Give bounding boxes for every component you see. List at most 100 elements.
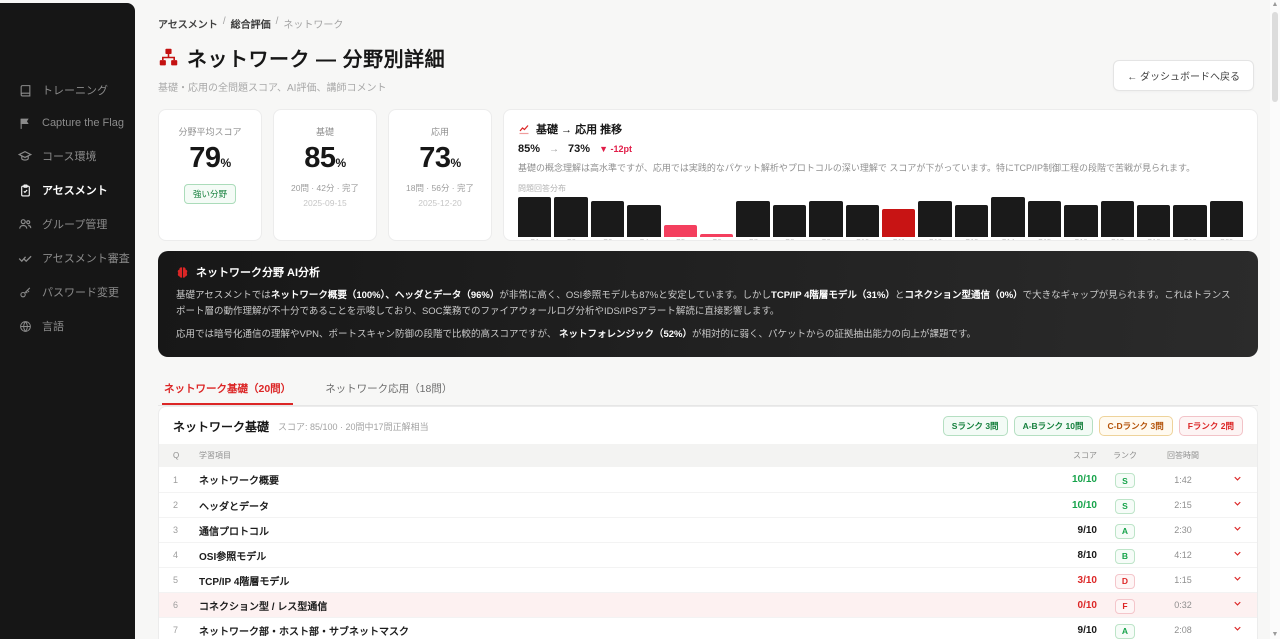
breadcrumb-item[interactable]: アセスメント [158,20,218,31]
chart-x-label: Q5 [664,239,697,240]
learning-item-name: OSI参照モデル [199,551,267,563]
answer-time: 1:15 [1174,575,1192,586]
table-row[interactable]: 7 ネットワーク部・ホスト部・サブネットマスク 9/10 A 2:08 [159,617,1257,639]
sidebar-item-flag[interactable]: Capture the Flag [0,107,135,139]
breadcrumb: アセスメント / 総合評価 / ネットワーク [158,16,1258,31]
chart-x-label: Q18 [1137,239,1170,240]
table-row[interactable]: 4 OSI参照モデル 8/10 B 4:12 [159,542,1257,567]
chevron-down-icon[interactable] [1213,546,1243,564]
sidebar-item-book[interactable]: トレーニング [0,73,135,107]
tab-network-advanced[interactable]: ネットワーク応用（18問） [325,383,453,396]
network-icon [158,47,179,68]
rank-count-badge: A-Bランク 10問 [1013,416,1093,437]
answer-time: 1:42 [1174,474,1192,485]
sidebar-item-globe[interactable]: 言語 [0,309,135,343]
chart-bar-Q14 [991,197,1025,237]
table-row[interactable]: 2 ヘッダとデータ 10/10 S 2:15 [159,492,1257,517]
breadcrumb-item-current: ネットワーク [283,20,344,31]
basic-score-value: 85% [304,142,346,174]
column-time: 回答時間 [1167,451,1199,461]
sidebar-item-label: Capture the Flag [42,117,124,129]
answer-time: 2:08 [1174,625,1192,636]
chevron-down-icon[interactable] [1213,596,1243,614]
users-icon [18,217,32,231]
learning-item-name: ネットワーク部・ホスト部・サブネットマスク [199,626,409,638]
chevron-down-icon[interactable] [1213,521,1243,539]
scroll-down-icon[interactable]: ▼ [1271,631,1279,638]
rank-badge: F [1115,598,1135,614]
chart-x-label: Q13 [955,239,988,240]
breadcrumb-separator: / [275,16,279,27]
question-number: 1 [173,474,179,485]
chart-bar-Q4 [627,205,661,237]
rank-summary-badges: Sランク 3問 A-Bランク 10問 C-Dランク 3問 Fランク 2問 [942,416,1243,437]
score-value: 10/10 [1071,499,1097,511]
chart-x-label: Q20 [1210,239,1243,240]
page-subtitle: 基礎・応用の全問題スコア、AI評価、講師コメント [158,83,387,94]
chevron-down-icon[interactable] [1213,496,1243,514]
table-row[interactable]: 1 ネットワーク概要 10/10 S 1:42 [159,467,1257,492]
trend-from: 85% [518,143,541,155]
sidebar-item-label: パスワード変更 [42,287,119,299]
question-number: 7 [173,625,179,636]
basic-score-label: 基礎 [315,127,334,137]
advanced-score-card: 応用 73% 18問 · 56分 · 完了 2025-12-20 [388,109,492,241]
rank-badge: S [1115,498,1135,514]
rank-badge: D [1115,573,1135,589]
chart-x-label: Q16 [1064,239,1097,240]
tab-network-basic[interactable]: ネットワーク基礎（20問） [162,373,294,406]
table-row[interactable]: 5 TCP/IP 4階層モデル 3/10 D 1:15 [159,567,1257,592]
ai-analysis-text: 基礎アセスメントではネットワーク概要（100%）、ヘッダとデータ（96%）が非常… [176,288,1240,343]
question-number: 2 [173,500,179,511]
chart-x-label: Q15 [1028,239,1061,240]
answer-time: 2:30 [1174,525,1192,536]
table-row[interactable]: 3 通信プロトコル 9/10 A 2:30 [159,517,1257,542]
chart-x-label: Q17 [1101,239,1134,240]
sidebar-item-key[interactable]: パスワード変更 [0,275,135,309]
score-value: 9/10 [1077,524,1097,536]
scrollbar[interactable]: ▲ ▼ [1270,0,1280,639]
chevron-down-icon[interactable] [1213,621,1243,639]
sidebar-item-label: 言語 [42,321,64,333]
chart-x-label: Q2 [554,239,587,240]
table-row[interactable]: 6 コネクション型 / レス型通信 0/10 F 0:32 [159,592,1257,618]
line-chart-icon [518,123,530,135]
chart-x-label: Q3 [591,239,624,240]
basic-score-card: 基礎 85% 20問 · 42分 · 完了 2025-09-15 [273,109,377,241]
ai-paragraph: 基礎アセスメントではネットワーク概要（100%）、ヘッダとデータ（96%）が非常… [176,290,1231,317]
chart-x-label: Q4 [627,239,660,240]
chart-bar-Q16 [1064,205,1098,237]
distribution-label: 問題回答分布 [518,184,566,193]
breadcrumb-item[interactable]: 総合評価 [230,20,271,31]
sidebar-item-double-check[interactable]: アセスメント審査 [0,241,135,275]
flag-icon [18,116,32,130]
back-to-dashboard-button[interactable]: ← ダッシュボードへ戻る [1113,60,1254,91]
question-number: 4 [173,550,179,561]
book-icon [18,83,32,97]
question-table-card: ネットワーク基礎 スコア: 85/100 · 20問中17問正解相当 Sランク … [158,406,1258,639]
chevron-down-icon[interactable] [1213,471,1243,489]
rank-count-badge: Fランク 2問 [1178,416,1243,437]
trend-title: 基礎 → 応用 推移 [536,124,623,136]
breadcrumb-separator: / [222,16,226,27]
chart-x-label: Q9 [809,239,842,240]
sidebar-item-users[interactable]: グループ管理 [0,207,135,241]
chevron-down-icon[interactable] [1213,571,1243,589]
scrollbar-thumb[interactable] [1272,12,1278,102]
sidebar-nav: トレーニング Capture the Flag コース環境アセスメントグループ管理ア… [0,3,135,343]
chart-bar-Q9 [809,201,843,237]
sidebar-item-label: アセスメント審査 [42,253,130,265]
scroll-up-icon[interactable]: ▲ [1271,1,1279,8]
sidebar-item-clipboard-check[interactable]: アセスメント [0,173,135,207]
sidebar-item-label: アセスメント [42,185,108,197]
chart-x-label: Q12 [918,239,951,240]
ai-paragraph: 応用では暗号化通信の理解やVPN、ポートスキャン防御の段階で比較的高スコアですが… [176,329,977,341]
column-rank: ランク [1113,451,1137,461]
sidebar-item-graduation-cap[interactable]: コース環境 [0,139,135,173]
advanced-score-meta: 18問 · 56分 · 完了 [405,183,475,193]
advanced-score-date: 2025-12-20 [418,198,462,208]
ai-analysis-panel: ネットワーク分野 AI分析 基礎アセスメントではネットワーク概要（100%）、ヘ… [158,251,1258,358]
answer-time: 4:12 [1174,550,1192,561]
chart-bar-Q8 [772,205,807,237]
table-section-title: ネットワーク基礎 [173,419,270,434]
